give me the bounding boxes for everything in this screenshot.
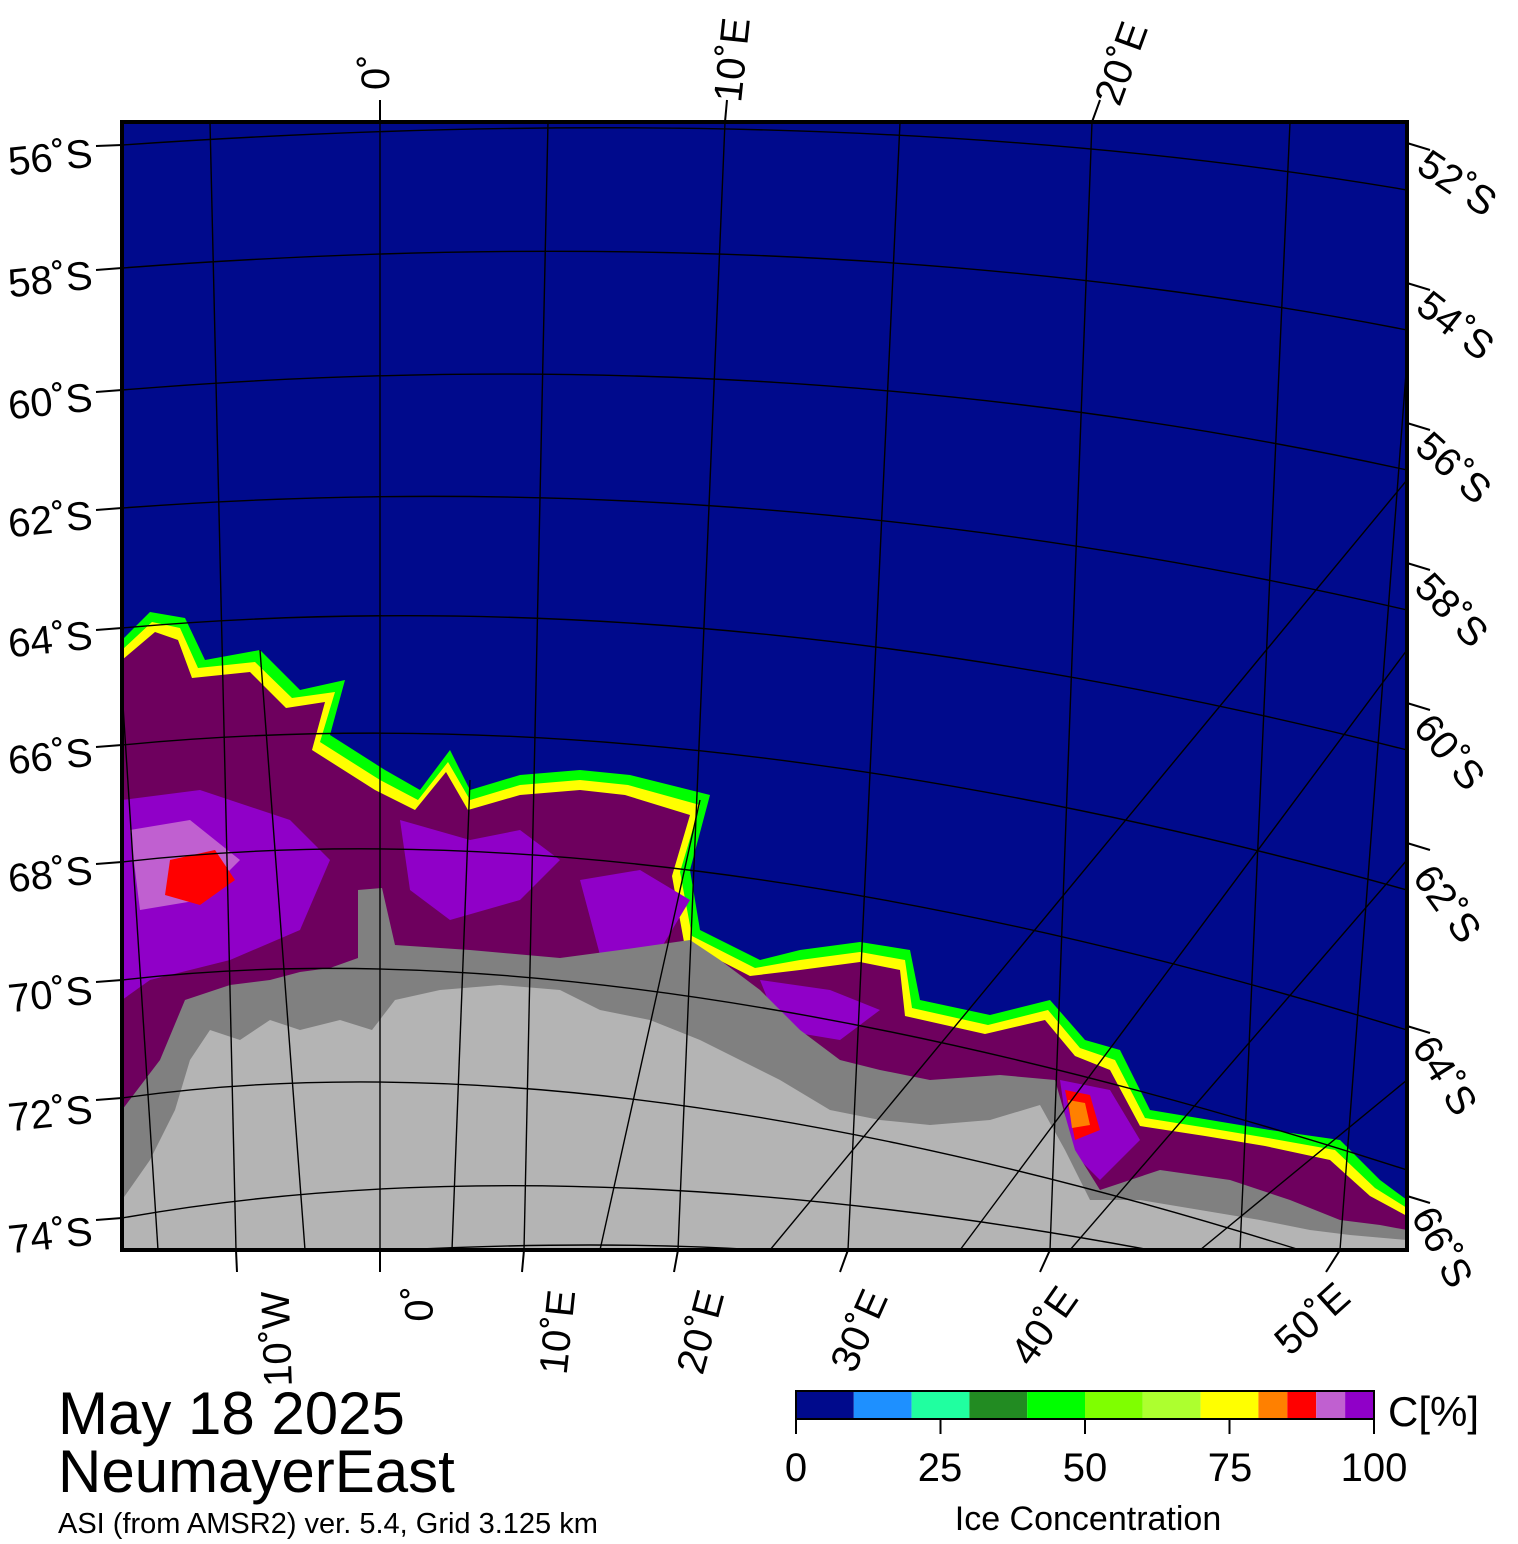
parallel-line	[122, 1081, 1301, 1250]
ice-patch-violet	[400, 820, 560, 920]
meridian-line	[1069, 859, 1407, 1250]
map-date: May 18 2025	[58, 1380, 405, 1447]
meridian-line	[1199, 1079, 1407, 1250]
lon-label-top: 10˚E	[706, 15, 759, 105]
colorbar-tick-label: 75	[1207, 1446, 1253, 1490]
colorbar-swatch	[1287, 1391, 1317, 1419]
colorbar-swatch	[1085, 1391, 1143, 1419]
frame-ticks	[95, 99, 1431, 1273]
lon-label-bottom: 10˚E	[531, 1287, 584, 1377]
lat-label-left: 60˚S	[5, 375, 95, 429]
colorbar-tick-label: 100	[1340, 1446, 1408, 1490]
parallel-line	[122, 615, 1407, 751]
map-frame	[120, 120, 1409, 1252]
meridian-line	[259, 649, 306, 1250]
colorbar-swatch	[911, 1391, 970, 1419]
meridian-line	[677, 122, 726, 1250]
colorbar-unit: C[%]	[1388, 1388, 1480, 1435]
lon-label-bottom: 10˚W	[254, 1290, 302, 1388]
colorbar-swatch	[1027, 1391, 1085, 1419]
colorbar	[796, 1391, 1374, 1419]
land-area	[122, 985, 1407, 1250]
lat-label-left: 62˚S	[5, 493, 95, 547]
parallel-line	[122, 848, 1407, 1031]
meridian-line	[959, 649, 1407, 1250]
meridian-line	[1339, 359, 1407, 1250]
colorbar-swatch	[969, 1391, 1028, 1419]
colorbar-swatch	[1142, 1391, 1201, 1419]
colorbar-swatch	[1345, 1391, 1374, 1419]
colorbar-swatch	[796, 1391, 854, 1419]
lat-label-left: 72˚S	[5, 1087, 95, 1141]
colorbar-swatch	[1316, 1391, 1346, 1419]
parallel-line	[122, 732, 1407, 891]
lat-label-left: 56˚S	[5, 131, 95, 185]
colorbar-title: Ice Concentration	[954, 1500, 1222, 1538]
colorbar-swatch	[1258, 1391, 1288, 1419]
meridian-line	[209, 122, 237, 1250]
parallel-line	[122, 250, 1407, 331]
lat-label-left: 58˚S	[5, 253, 95, 307]
parallel-line	[122, 373, 1407, 471]
colorbar-tick-label: 25	[917, 1446, 963, 1490]
parallel-line	[122, 495, 1407, 611]
colorbar-swatch	[1200, 1391, 1259, 1419]
meridian-line	[1239, 122, 1291, 1250]
lat-label-left: 68˚S	[5, 848, 95, 902]
colorbar-swatch	[853, 1391, 912, 1419]
lat-label-left: 74˚S	[5, 1209, 95, 1263]
parallel-line	[122, 127, 1407, 191]
lon-label-top: 0˚	[354, 54, 398, 90]
meridian-line	[769, 479, 1407, 1250]
meridian-line	[451, 779, 471, 1250]
ice-patch-orange	[1068, 1100, 1090, 1128]
colorbar-ticks	[795, 1419, 1375, 1434]
colorbar-tick-label: 50	[1062, 1446, 1108, 1490]
lat-label-left: 64˚S	[5, 613, 95, 667]
parallel-line	[122, 967, 1407, 1171]
meridian-line	[847, 122, 901, 1250]
lat-label-left: 66˚S	[5, 730, 95, 784]
lon-label-bottom: 0˚	[398, 1286, 442, 1322]
lat-label-left: 70˚S	[5, 968, 95, 1022]
colorbar-tick-label: 0	[784, 1446, 808, 1490]
meridian-line	[523, 122, 549, 1250]
meridian-line	[122, 689, 159, 1250]
product-info: ASI (from AMSR2) ver. 5.4, Grid 3.125 km	[58, 1508, 598, 1540]
meridian-line	[1049, 122, 1093, 1250]
ice-patch-red	[165, 850, 235, 905]
meridian-line	[599, 799, 701, 1250]
ice-patch-violet	[580, 870, 690, 955]
region-name: NeumayerEast	[58, 1438, 455, 1505]
graticule	[122, 122, 1407, 1250]
